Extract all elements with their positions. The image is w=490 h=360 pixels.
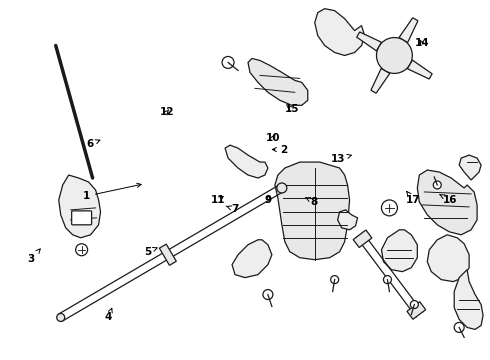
Circle shape [75,244,88,256]
Polygon shape [408,60,432,79]
Polygon shape [417,170,477,235]
Polygon shape [315,9,365,55]
Circle shape [376,37,413,73]
Circle shape [222,57,234,68]
Polygon shape [459,155,481,180]
Polygon shape [427,235,469,282]
Circle shape [263,289,273,300]
Text: 15: 15 [285,104,299,114]
Text: 17: 17 [406,192,421,205]
Circle shape [384,276,392,284]
Polygon shape [275,162,349,260]
Text: 5: 5 [144,247,157,257]
Polygon shape [353,230,372,248]
Circle shape [331,276,339,284]
Text: 13: 13 [330,154,351,164]
Circle shape [382,200,397,216]
Text: 16: 16 [440,195,457,205]
Polygon shape [399,18,418,42]
Text: 7: 7 [226,204,239,215]
Circle shape [410,301,418,309]
Polygon shape [59,175,100,238]
Text: 4: 4 [105,308,112,322]
Text: 2: 2 [272,144,288,154]
Polygon shape [232,240,272,278]
Polygon shape [338,210,358,230]
Circle shape [225,59,231,66]
Text: 14: 14 [415,38,429,48]
Text: 1: 1 [83,183,141,201]
Text: 8: 8 [305,197,318,207]
Circle shape [433,181,441,189]
FancyBboxPatch shape [72,211,92,225]
Polygon shape [371,68,390,93]
Text: 6: 6 [86,139,100,149]
Text: 3: 3 [27,249,40,264]
Text: 12: 12 [160,107,174,117]
Polygon shape [382,230,417,272]
Polygon shape [454,270,483,329]
Polygon shape [159,244,176,265]
Text: 9: 9 [265,195,272,205]
Polygon shape [407,302,426,319]
Polygon shape [248,58,308,105]
Circle shape [277,183,287,193]
Circle shape [57,314,65,321]
Polygon shape [357,32,381,51]
Text: 11: 11 [211,195,225,205]
Text: 10: 10 [266,133,281,143]
Circle shape [454,323,464,332]
Polygon shape [225,145,268,178]
